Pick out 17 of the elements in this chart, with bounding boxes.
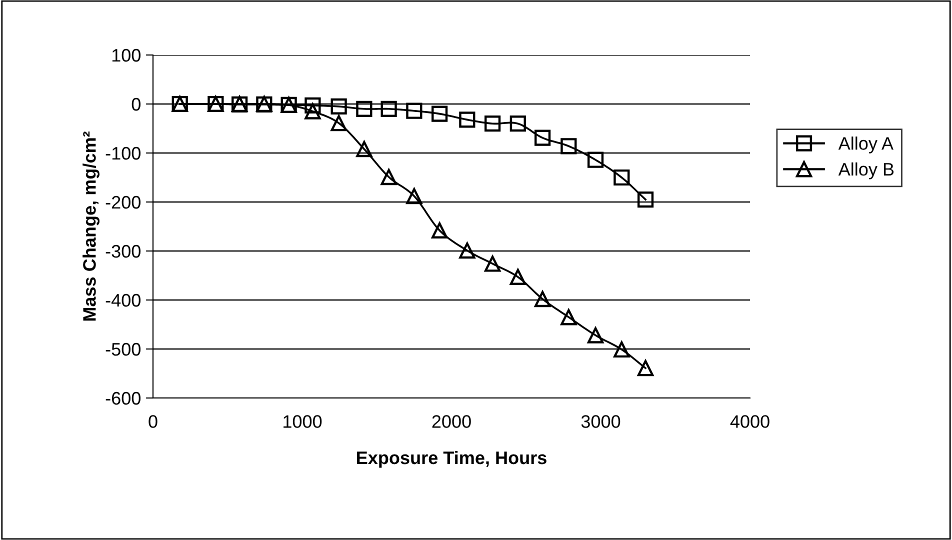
y-tick-label: -600: [106, 392, 140, 405]
y-tick-label: -300: [106, 244, 140, 258]
legend-label: Alloy A: [838, 136, 894, 154]
y-tick-label: 100: [112, 48, 140, 62]
y-tick-label: -500: [106, 342, 140, 356]
legend-label: Alloy B: [838, 162, 894, 180]
y-tick-label: -100: [106, 146, 140, 160]
y-tick-label: -400: [106, 294, 140, 307]
x-axis-title: Exposure Time, Hours: [357, 450, 546, 468]
y-tick-label: 0: [132, 98, 140, 111]
x-tick-label: 4000: [730, 415, 770, 428]
x-tick-label: 0: [148, 415, 158, 428]
x-tick-label: 2000: [432, 415, 471, 428]
x-tick-label: 3000: [581, 415, 620, 428]
y-tick-label: -200: [106, 196, 140, 209]
x-tick-label: 1000: [284, 415, 322, 428]
y-axis-title: Mass Change, mg/cm²: [82, 132, 100, 321]
